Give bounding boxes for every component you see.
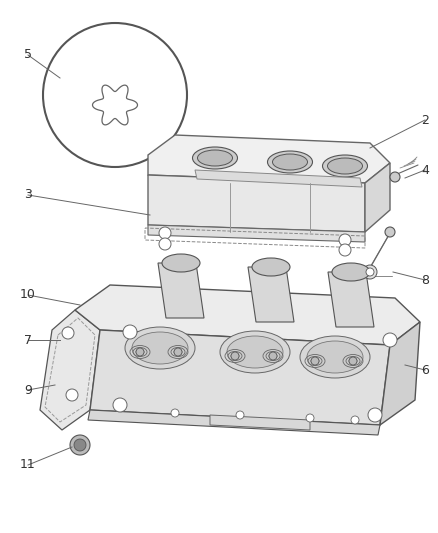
Ellipse shape — [198, 150, 233, 166]
Polygon shape — [148, 135, 390, 183]
Ellipse shape — [268, 151, 312, 173]
Circle shape — [368, 408, 382, 422]
Circle shape — [385, 227, 395, 237]
Polygon shape — [195, 170, 362, 187]
Ellipse shape — [162, 254, 200, 272]
Polygon shape — [148, 175, 365, 232]
Ellipse shape — [332, 263, 370, 281]
Text: 9: 9 — [24, 384, 32, 397]
Ellipse shape — [307, 341, 363, 373]
Ellipse shape — [132, 332, 188, 364]
Polygon shape — [210, 415, 310, 430]
Text: 4: 4 — [421, 164, 429, 176]
Ellipse shape — [220, 331, 290, 373]
Circle shape — [269, 352, 277, 360]
Polygon shape — [148, 225, 365, 242]
Text: 3: 3 — [24, 189, 32, 201]
Circle shape — [383, 333, 397, 347]
Circle shape — [366, 268, 374, 276]
Text: 8: 8 — [421, 273, 429, 287]
Text: 2: 2 — [421, 114, 429, 126]
Ellipse shape — [125, 327, 195, 369]
Circle shape — [113, 398, 127, 412]
Ellipse shape — [328, 158, 363, 174]
Circle shape — [66, 389, 78, 401]
Circle shape — [363, 265, 377, 279]
Ellipse shape — [300, 336, 370, 378]
Circle shape — [74, 439, 86, 451]
Ellipse shape — [272, 154, 307, 170]
Circle shape — [159, 238, 171, 250]
Circle shape — [349, 357, 357, 365]
Circle shape — [351, 416, 359, 424]
Circle shape — [339, 244, 351, 256]
Polygon shape — [365, 163, 390, 232]
Text: 7: 7 — [24, 334, 32, 346]
Ellipse shape — [227, 336, 283, 368]
Circle shape — [311, 357, 319, 365]
Ellipse shape — [322, 155, 367, 177]
Text: 10: 10 — [20, 288, 36, 302]
Circle shape — [171, 409, 179, 417]
Text: 6: 6 — [421, 364, 429, 376]
Circle shape — [306, 414, 314, 422]
Circle shape — [159, 227, 171, 239]
Polygon shape — [158, 263, 204, 318]
Ellipse shape — [192, 147, 237, 169]
Text: 11: 11 — [20, 458, 36, 472]
Polygon shape — [88, 410, 380, 435]
Circle shape — [136, 348, 144, 356]
Polygon shape — [328, 272, 374, 327]
Text: 5: 5 — [24, 49, 32, 61]
Circle shape — [231, 352, 239, 360]
Polygon shape — [40, 310, 100, 430]
Circle shape — [390, 172, 400, 182]
Ellipse shape — [252, 258, 290, 276]
Polygon shape — [75, 285, 420, 345]
Circle shape — [236, 411, 244, 419]
Circle shape — [174, 348, 182, 356]
Polygon shape — [90, 330, 390, 425]
Circle shape — [70, 435, 90, 455]
Circle shape — [43, 23, 187, 167]
Polygon shape — [380, 322, 420, 425]
Circle shape — [123, 325, 137, 339]
Circle shape — [339, 234, 351, 246]
Circle shape — [62, 327, 74, 339]
Polygon shape — [248, 267, 294, 322]
